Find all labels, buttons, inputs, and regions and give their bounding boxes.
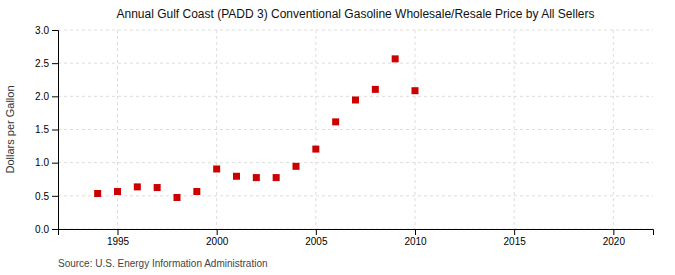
y-axis-title: Dollars per Gallon	[4, 85, 16, 173]
tick-label: 1.5	[35, 124, 49, 135]
tick: 2.5	[35, 58, 58, 69]
point	[293, 163, 300, 170]
tick-mark	[52, 196, 58, 197]
grid-line	[117, 30, 118, 229]
source-note: Source: U.S. Energy Information Administ…	[58, 258, 268, 269]
tick: 2005	[305, 229, 328, 247]
point	[253, 174, 260, 181]
tick: 2010	[404, 229, 427, 247]
tick-mark	[52, 63, 58, 64]
tick-label: 2010	[404, 236, 427, 247]
tick: 3.0	[35, 25, 58, 36]
point	[372, 86, 379, 93]
point	[233, 173, 240, 180]
tick-label: 1.0	[35, 157, 49, 168]
tick-mark	[316, 229, 317, 235]
grid-line	[58, 162, 653, 163]
tick: 1995	[107, 229, 130, 247]
tick-label: 2000	[206, 236, 229, 247]
tick-mark	[415, 229, 416, 235]
tick-mark	[514, 229, 515, 235]
plot: 1995 2000 2005 2010 2015 2020 0.0 0.5 1.0 1.5 2.0 2…	[35, 25, 653, 247]
point	[273, 174, 280, 181]
tick: 1.0	[35, 157, 58, 168]
point	[94, 190, 101, 197]
point	[114, 188, 121, 195]
tick: 2015	[504, 229, 527, 247]
tick-mark	[613, 229, 614, 235]
tick-mark	[52, 163, 58, 164]
point	[213, 165, 220, 172]
tick-mark	[52, 30, 58, 31]
tick-label: 0.5	[35, 191, 49, 202]
point	[312, 146, 319, 153]
grid-line	[58, 129, 653, 130]
point	[134, 183, 141, 190]
tick-mark	[52, 229, 58, 230]
tick-mark	[118, 229, 119, 235]
grid	[58, 30, 653, 229]
y-axis: 0.0 0.5 1.0 1.5 2.0 2.5 3.0	[35, 25, 58, 235]
x-axis: 1995 2000 2005 2010 2015 2020	[59, 229, 654, 247]
tick-mark	[52, 96, 58, 97]
title: Annual Gulf Coast (PADD 3) Conventional …	[116, 7, 594, 21]
tick-label: 2015	[504, 236, 527, 247]
tick-label: 1995	[107, 236, 130, 247]
point	[332, 118, 339, 125]
tick: 0.5	[35, 191, 58, 202]
tick-label: 3.0	[35, 25, 49, 36]
point	[392, 55, 399, 62]
tick: 1.5	[35, 124, 58, 135]
tick-mark	[217, 229, 218, 235]
grid-line	[58, 195, 653, 196]
tick-mark	[52, 130, 58, 131]
grid-line	[514, 30, 515, 229]
grid-line	[58, 63, 653, 64]
grid-line	[415, 30, 416, 229]
tick-label: 2005	[305, 236, 328, 247]
tick: 2020	[603, 229, 626, 247]
axis-line	[59, 230, 654, 236]
tick: 0.0	[35, 224, 58, 235]
point	[193, 188, 200, 195]
tick-label: 0.0	[35, 224, 49, 235]
point	[412, 87, 419, 94]
point	[352, 96, 359, 103]
tick: 2000	[206, 229, 229, 247]
grid-line	[315, 30, 316, 229]
tick: 2.0	[35, 91, 58, 102]
grid-line	[216, 30, 217, 229]
tick-label: 2020	[603, 236, 626, 247]
points	[94, 55, 418, 201]
axis-line	[52, 31, 59, 230]
chart: 1995 2000 2005 2010 2015 2020 0.0 0.5 1.0 1.5 2.0 2…	[0, 0, 675, 275]
point	[154, 184, 161, 191]
tick-label: 2.0	[35, 91, 49, 102]
grid-line	[613, 30, 614, 229]
grid-line	[58, 30, 653, 31]
tick-label: 2.5	[35, 58, 49, 69]
point	[174, 194, 181, 201]
